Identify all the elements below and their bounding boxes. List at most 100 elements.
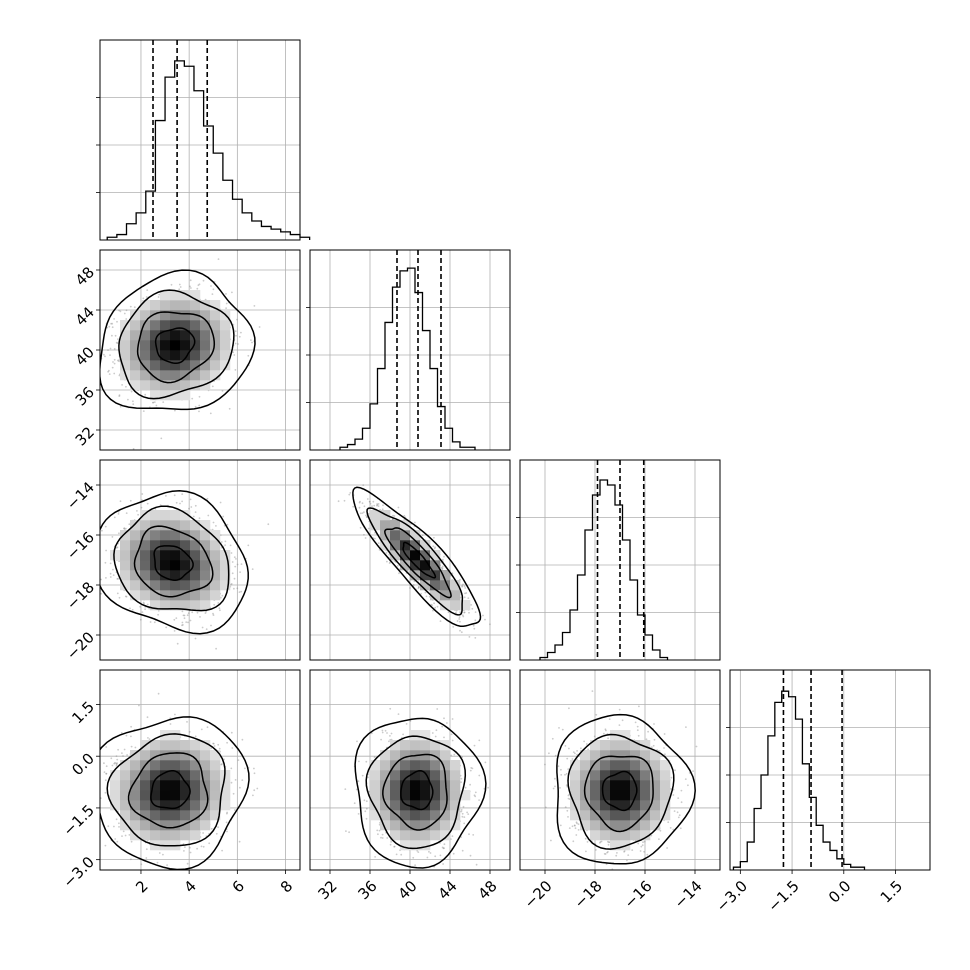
density-cell bbox=[380, 820, 391, 831]
scatter-point bbox=[123, 527, 126, 530]
density-cell bbox=[170, 740, 181, 751]
scatter-point bbox=[604, 853, 607, 855]
density-cell bbox=[400, 540, 411, 551]
density-cell bbox=[610, 820, 621, 831]
density-cell bbox=[160, 310, 171, 321]
scatter-point bbox=[115, 755, 118, 757]
scatter-point bbox=[441, 725, 444, 728]
density-cell bbox=[570, 770, 581, 781]
scatter-point bbox=[478, 799, 480, 801]
density-cell bbox=[400, 550, 411, 561]
scatter-point bbox=[225, 302, 228, 305]
scatter-point bbox=[192, 515, 195, 518]
scatter-point bbox=[677, 816, 680, 819]
y-tick-label: 1.5 bbox=[68, 698, 98, 728]
scatter-point bbox=[397, 713, 400, 715]
scatter-point bbox=[139, 605, 142, 608]
scatter-point bbox=[174, 409, 176, 412]
scatter-point bbox=[371, 505, 373, 508]
scatter-point bbox=[157, 609, 160, 612]
density-cell bbox=[130, 750, 141, 761]
scatter-point bbox=[91, 798, 93, 800]
scatter-point bbox=[412, 856, 415, 859]
scatter-point bbox=[194, 735, 197, 738]
scatter-point bbox=[450, 754, 452, 757]
scatter-point bbox=[451, 718, 454, 720]
density-cell bbox=[370, 510, 381, 521]
contour-level-3 bbox=[354, 717, 487, 869]
density-cell bbox=[380, 750, 391, 761]
density-cell bbox=[170, 730, 181, 741]
y-tick-label: 36 bbox=[72, 383, 98, 409]
scatter-point bbox=[244, 767, 246, 770]
scatter-point bbox=[381, 508, 384, 511]
scatter-point bbox=[441, 567, 444, 569]
scatter-point bbox=[650, 746, 653, 749]
scatter-point bbox=[467, 597, 470, 599]
scatter-point bbox=[194, 637, 197, 640]
scatter-point bbox=[584, 837, 587, 840]
density-cell bbox=[220, 340, 231, 351]
scatter-point bbox=[108, 369, 110, 372]
scatter-point bbox=[109, 347, 112, 350]
density-cell bbox=[620, 810, 631, 821]
scatter-point bbox=[566, 757, 569, 760]
scatter-point bbox=[223, 758, 225, 761]
density-cell bbox=[430, 820, 441, 831]
scatter-point bbox=[478, 739, 481, 742]
scatter-point bbox=[232, 792, 235, 795]
contour-level-3 bbox=[352, 486, 482, 628]
scatter-point bbox=[441, 846, 444, 849]
scatter-point bbox=[114, 761, 116, 764]
density-cell bbox=[640, 770, 651, 781]
scatter-point bbox=[239, 571, 242, 573]
scatter-point bbox=[107, 349, 109, 351]
scatter-point bbox=[107, 370, 109, 373]
density-cell bbox=[180, 830, 191, 841]
density-cell bbox=[160, 330, 171, 341]
scatter-point bbox=[370, 732, 373, 735]
scatter-point bbox=[374, 856, 376, 858]
scatter-point bbox=[226, 830, 228, 833]
scatter-point bbox=[368, 501, 371, 503]
density-cell bbox=[590, 750, 601, 761]
y-tick-label: −16 bbox=[63, 528, 98, 563]
scatter-point bbox=[117, 513, 120, 515]
scatter-point bbox=[231, 561, 234, 563]
scatter-point bbox=[130, 745, 133, 748]
density-cell bbox=[140, 360, 151, 371]
density-panel-3 bbox=[91, 692, 259, 870]
density-cell bbox=[570, 810, 581, 821]
density-cell bbox=[140, 370, 151, 381]
scatter-point bbox=[222, 515, 225, 518]
scatter-point bbox=[196, 847, 199, 850]
scatter-point bbox=[181, 500, 184, 503]
scatter-point bbox=[368, 790, 371, 793]
density-cell bbox=[190, 580, 201, 591]
density-cell bbox=[120, 810, 131, 821]
density-cell bbox=[150, 780, 161, 791]
density-cell bbox=[660, 770, 671, 781]
scatter-point bbox=[439, 620, 442, 622]
scatter-point bbox=[123, 312, 126, 315]
scatter-point bbox=[571, 825, 574, 828]
scatter-point bbox=[667, 821, 670, 824]
density-cell bbox=[390, 550, 401, 561]
scatter-point bbox=[165, 626, 168, 629]
density-cell bbox=[630, 770, 641, 781]
scatter-point bbox=[568, 747, 570, 750]
scatter-point bbox=[155, 404, 158, 407]
density-cell bbox=[650, 780, 661, 791]
scatter-point bbox=[464, 592, 466, 595]
scatter-point bbox=[577, 823, 580, 826]
scatter-point bbox=[460, 781, 462, 784]
density-cell bbox=[580, 760, 591, 771]
density-cell bbox=[590, 780, 601, 791]
scatter-point bbox=[599, 841, 601, 844]
density-cell bbox=[610, 840, 621, 851]
scatter-point bbox=[388, 553, 391, 556]
scatter-point bbox=[113, 358, 116, 361]
scatter-point bbox=[456, 620, 459, 622]
density-cell bbox=[130, 550, 141, 561]
